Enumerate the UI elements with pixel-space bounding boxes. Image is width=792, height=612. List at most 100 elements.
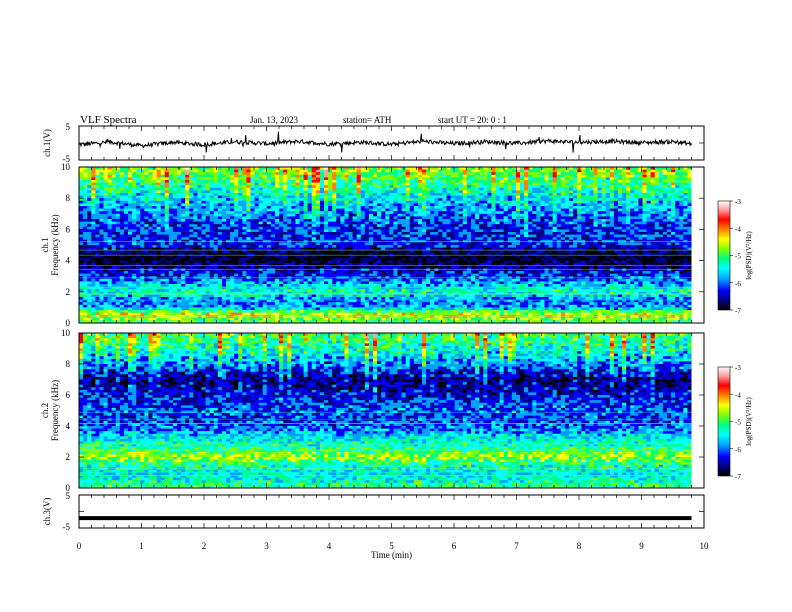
spectrogram-cell: [462, 219, 468, 222]
spectrogram-cell: [156, 200, 162, 204]
spectrogram-cell: [560, 226, 566, 230]
spectrogram-cell: [405, 203, 411, 207]
spectrogram-cell: [430, 208, 435, 212]
spectrogram-cell: [168, 180, 174, 183]
spectrogram-cell: [630, 216, 635, 220]
spectrogram-cell: [413, 213, 419, 217]
spectrogram-cell: [91, 242, 96, 246]
spectrogram-cell: [279, 208, 284, 212]
spectrogram-cell: [332, 177, 337, 181]
spectrogram-cell: [193, 219, 198, 222]
spectrogram-cell: [156, 242, 162, 246]
spectrogram-cell: [209, 245, 215, 248]
spectrogram-cell: [217, 193, 223, 196]
spectrogram-cell: [450, 174, 456, 178]
spectrogram-cell: [234, 198, 239, 202]
spectrogram-cell: [638, 198, 643, 202]
spectrogram-cell: [177, 247, 182, 251]
spectrogram-cell: [417, 211, 423, 215]
spectrogram-cell: [667, 174, 672, 178]
spectrogram-cell: [95, 193, 100, 196]
spectrogram-cell: [426, 193, 431, 196]
spectrogram-cell: [128, 195, 133, 199]
date-label: Jan. 13, 2023: [250, 115, 298, 125]
spectrogram-cell: [332, 224, 337, 228]
spectrogram-cell: [667, 167, 672, 170]
spectrogram-cell: [454, 169, 460, 173]
spectrogram-cell: [605, 213, 611, 217]
spectrogram-cell: [385, 216, 390, 220]
spectrogram-cell: [560, 216, 566, 220]
spectrogram-cell: [434, 208, 439, 212]
spectrogram-cell: [454, 219, 460, 222]
spectrogram-cell: [528, 169, 533, 173]
spectrogram-cell: [230, 213, 235, 217]
spectrogram-cell: [397, 226, 402, 230]
spectrogram-cell: [344, 193, 349, 196]
spectrogram-cell: [315, 177, 321, 181]
spectrogram-cell: [601, 219, 607, 222]
spectrogram-cell: [172, 195, 178, 199]
spectrogram-cell: [238, 224, 243, 228]
spectrogram-cell: [609, 242, 615, 246]
spectrogram-cell: [499, 169, 505, 173]
spectrogram-cell: [95, 208, 100, 212]
spectrogram-cell: [156, 234, 162, 238]
spectrogram-cell: [417, 193, 423, 196]
spectrogram-cell: [434, 232, 439, 235]
spectrogram-cell: [144, 224, 149, 228]
spectrogram-cell: [291, 237, 296, 241]
spectrogram-cell: [446, 200, 451, 204]
spectrogram-cell: [683, 198, 688, 202]
spectrogram-cell: [564, 174, 570, 178]
spectrogram-cell: [95, 219, 100, 222]
spectrogram-cell: [679, 216, 684, 220]
spectrogram-cell: [462, 203, 468, 207]
spectrogram-cell: [577, 232, 582, 235]
spectrogram-cell: [132, 203, 137, 207]
spectrogram-cell: [540, 221, 545, 225]
spectrogram-cell: [115, 247, 121, 251]
spectrogram-cell: [209, 247, 215, 251]
spectrogram-cell: [630, 195, 635, 199]
spectrogram-cell: [662, 242, 668, 246]
spectrogram-cell: [654, 219, 660, 222]
spectrogram-cell: [417, 226, 423, 230]
spectrogram-cell: [368, 208, 374, 212]
spectrogram-cell: [128, 185, 133, 189]
spectrogram-cell: [650, 169, 656, 173]
spectrogram-cell: [548, 180, 554, 183]
spectrogram-cell: [654, 200, 660, 204]
spectrogram-cell: [475, 213, 480, 217]
spectrogram-cell: [483, 174, 488, 178]
spectrogram-cell: [262, 203, 268, 207]
spectrogram-cell: [340, 224, 345, 228]
spectrogram-cell: [446, 180, 451, 183]
spectrogram-cell: [536, 229, 541, 233]
spectrogram-cell: [471, 234, 476, 238]
spectrogram-cell: [368, 193, 374, 196]
spectrogram-cell: [164, 182, 170, 186]
spectrogram-cell: [332, 167, 337, 170]
spectrogram-cell: [520, 185, 525, 189]
spectrogram-cell: [99, 187, 104, 191]
spectrogram-cell: [471, 193, 476, 196]
spectrogram-cell: [258, 200, 264, 204]
spectrogram-cell: [291, 224, 296, 228]
spectrogram-cell: [103, 211, 108, 215]
spectrogram-cell: [520, 206, 525, 209]
spectrogram-cell: [91, 250, 96, 254]
spectrogram-cell: [409, 169, 415, 173]
spectrogram-cell: [128, 169, 133, 173]
spectrogram-cell: [454, 177, 460, 181]
spectrogram-cell: [91, 187, 96, 191]
spectrogram-cell: [471, 221, 476, 225]
spectrogram-cell: [556, 167, 562, 170]
spectrogram-cell: [250, 234, 255, 238]
spectrogram-cell: [91, 221, 96, 225]
spectrogram-cell: [377, 221, 382, 225]
spectrogram-cell: [662, 195, 668, 199]
spectrogram-cell: [593, 187, 598, 191]
spectrogram-cell: [552, 219, 558, 222]
spectrogram-cell: [168, 250, 174, 254]
